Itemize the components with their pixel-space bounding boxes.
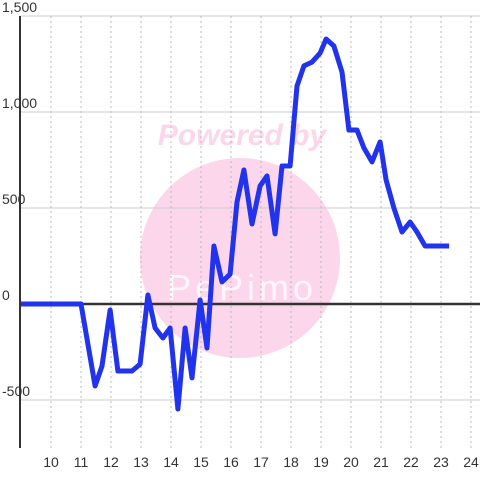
x-tick-label: 19 [313,454,329,470]
x-tick-label: 15 [193,454,209,470]
watermark-text: Powered by [158,119,328,152]
x-tick-label: 11 [74,454,89,470]
x-tick-label: 10 [43,454,59,470]
x-tick-label: 21 [373,454,389,470]
x-tick-label: 22 [403,454,419,470]
x-tick-label: 16 [223,454,239,470]
y-tick-label: 1,500 [2,0,37,15]
x-tick-label: 12 [103,454,119,470]
x-tick-label: 18 [283,454,299,470]
data-line [21,36,450,412]
y-tick-label: 0 [2,287,10,303]
x-tick-label: 17 [253,454,269,470]
x-tick-label: 13 [133,454,149,470]
x-tick-label: 20 [343,454,359,470]
x-tick-label: 23 [433,454,449,470]
y-tick-label: -500 [2,383,30,399]
watermark-text: PePimo [167,267,317,308]
x-tick-label: 24 [463,454,479,470]
x-tick-label: 14 [163,454,179,470]
y-tick-label: 500 [2,191,26,207]
